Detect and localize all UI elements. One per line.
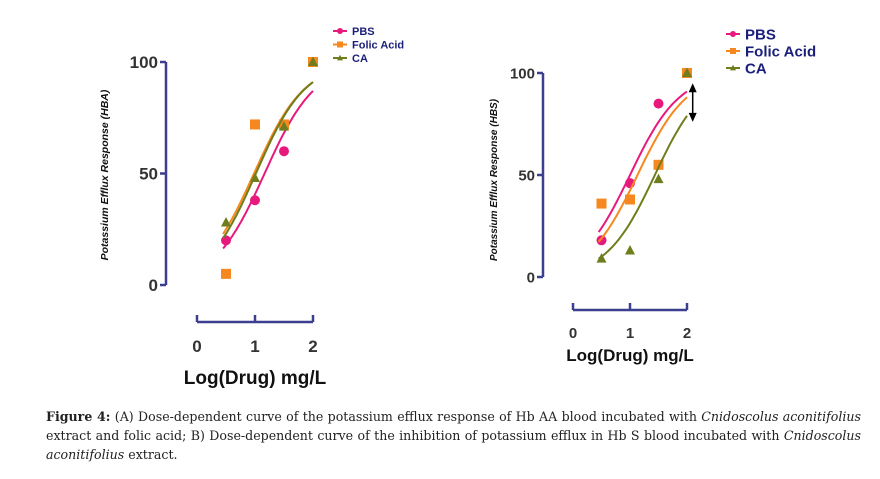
caption-label: Figure 4:	[46, 409, 111, 424]
x-tick-label: 0	[192, 337, 201, 356]
data-point	[653, 159, 664, 170]
y-axis-title: Potassium Efflux Response (HBS)	[489, 98, 500, 261]
legend-marker	[337, 41, 343, 48]
data-point	[250, 172, 260, 182]
data-point	[250, 119, 260, 130]
x-tick-label: 1	[626, 325, 634, 342]
data-point	[596, 198, 607, 209]
y-tick-label: 0	[149, 276, 158, 295]
fit-curve	[597, 90, 688, 233]
x-axis-title: Log(Drug) mg/L	[566, 346, 693, 365]
data-point	[221, 217, 231, 227]
figure-caption: Figure 4: (A) Dose-dependent curve of th…	[46, 407, 861, 464]
y-tick-label: 50	[518, 167, 535, 184]
legend-label: Folic Acid	[352, 40, 404, 52]
legend-label: Folic Acid	[745, 44, 816, 61]
data-point	[250, 195, 260, 206]
legend-marker	[730, 64, 736, 71]
data-point	[221, 268, 231, 279]
fit-curve	[222, 81, 314, 235]
fit-curve	[598, 115, 688, 260]
x-tick-label: 2	[683, 325, 691, 342]
legend-label: CA	[745, 61, 767, 78]
arrow-head-down	[688, 112, 697, 122]
chart-panel-b: 0 50 100 0 1 2 Log(Drug) mg/L Potassium Efflux …	[489, 27, 816, 365]
x-tick-label: 0	[569, 325, 577, 342]
y-tick-label: 50	[139, 165, 158, 184]
y-tick-label: 100	[130, 53, 158, 72]
y-tick-label: 100	[510, 65, 535, 82]
y-axis-title: Potassium Efflux Response (HBA)	[99, 89, 111, 260]
caption-part: extract and folic acid; B) Dose-dependen…	[46, 428, 784, 443]
legend-label: CA	[352, 53, 368, 65]
legend-marker	[730, 48, 736, 54]
series-folic-acid: Folic Acid	[596, 44, 816, 243]
data-point	[279, 121, 289, 131]
data-point	[625, 194, 635, 205]
data-point	[653, 173, 664, 184]
fit-curve	[222, 90, 314, 250]
legend-label: PBS	[745, 27, 776, 44]
caption-part: Cnidoscolus aconitifolius	[46, 428, 861, 462]
legend-marker	[730, 31, 736, 37]
series-ca: CA	[221, 53, 368, 239]
caption-text: (A) Dose-dependent curve of the potassiu…	[46, 409, 861, 462]
legend-label: PBS	[352, 26, 375, 38]
data-point	[221, 235, 231, 246]
fit-curve	[222, 81, 314, 239]
data-point	[682, 67, 692, 77]
chart-panel-a: 0 50 100 0 1 2 Log(Drug) mg/L Potassium Efflux …	[99, 26, 404, 389]
series-pbs: PBS	[221, 26, 375, 250]
caption-part: (A) Dose-dependent curve of the potassiu…	[110, 409, 702, 424]
legend-marker	[337, 54, 343, 61]
fit-curve	[597, 96, 688, 243]
series-folic-acid: Folic Acid	[221, 40, 404, 279]
data-point	[625, 244, 635, 255]
y-tick-label: 0	[527, 269, 535, 286]
series-ca: CA	[596, 61, 767, 263]
x-tick-label: 2	[308, 337, 317, 356]
x-tick-label: 1	[250, 337, 259, 356]
data-point	[596, 253, 607, 263]
data-point	[308, 56, 318, 66]
caption-part: Cnidoscolus aconitifolius	[701, 409, 861, 424]
caption-part: extract.	[124, 447, 178, 462]
arrow-head-up	[688, 83, 697, 93]
data-point	[596, 235, 607, 246]
x-axis-title: Log(Drug) mg/L	[184, 368, 327, 389]
data-point	[279, 146, 289, 157]
legend-marker	[337, 28, 343, 34]
data-point	[653, 98, 664, 109]
